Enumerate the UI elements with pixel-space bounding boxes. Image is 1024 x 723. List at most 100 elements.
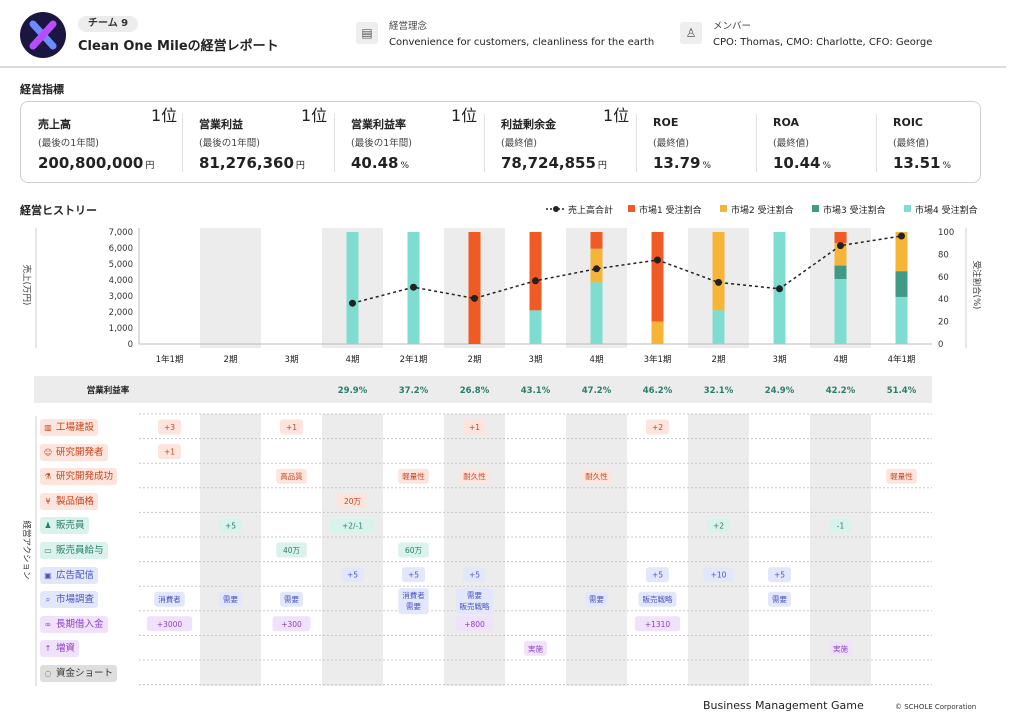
kpi-period: (最後の1年間) bbox=[351, 138, 412, 149]
action-chip bbox=[638, 591, 677, 607]
margin-value: 47.2% bbox=[582, 386, 612, 396]
market-bar-segment bbox=[712, 310, 725, 344]
kpi-unit: 円 bbox=[597, 161, 607, 171]
action-chip bbox=[585, 591, 608, 607]
action-chip-text: +800 bbox=[464, 620, 485, 629]
x-tick-label: 2期 bbox=[468, 355, 482, 365]
legend-market1: 市場1 受注割合 bbox=[639, 206, 702, 216]
magnifier-icon: ⌕ bbox=[45, 595, 51, 605]
kpi-value: 81,276,360 円 bbox=[199, 154, 305, 172]
action-label-text: 広告配信 bbox=[56, 569, 95, 581]
action-chip bbox=[459, 468, 490, 484]
sales-total-point bbox=[471, 294, 478, 302]
action-chip bbox=[280, 591, 303, 607]
action-chip bbox=[276, 542, 307, 558]
action-chip bbox=[398, 588, 429, 615]
margin-value: 26.8% bbox=[460, 386, 490, 396]
action-chip bbox=[707, 517, 730, 533]
margin-value: 51.4% bbox=[887, 386, 917, 396]
margin-value: 43.1% bbox=[521, 386, 551, 396]
margin-label: 営業利益率 bbox=[87, 385, 130, 396]
action-chip bbox=[455, 616, 494, 632]
action-label-text: 研究開発者 bbox=[56, 446, 104, 458]
kpi-period: (最終値) bbox=[893, 138, 929, 149]
history-title: 経営ヒストリー bbox=[20, 204, 97, 217]
y-right-tick: 80 bbox=[938, 250, 949, 260]
market-bar-segment bbox=[834, 265, 847, 280]
history-chart: 0 1,000 2,000 3,000 4,000 5,000 6,000 7,000 0 20 4… bbox=[21, 228, 982, 686]
action-chip-text: 40万 bbox=[283, 546, 301, 555]
market-bar-segment bbox=[895, 232, 908, 272]
kpi-unit: % bbox=[942, 161, 952, 171]
philosophy-label: 経営理念 bbox=[389, 21, 428, 32]
action-chip-text: +5 bbox=[225, 521, 236, 530]
action-chip-text: 需要 bbox=[467, 591, 482, 600]
y-right-tick: 40 bbox=[938, 295, 949, 305]
action-chip bbox=[398, 468, 429, 484]
action-chip-text: +2 bbox=[713, 521, 724, 530]
market-bar-segment bbox=[834, 279, 847, 344]
action-chip-text: +5 bbox=[408, 571, 419, 580]
sales-total-point bbox=[715, 278, 722, 286]
action-chip bbox=[280, 419, 303, 435]
action-chip-text: 消費者 bbox=[158, 594, 181, 604]
kpi-divider bbox=[484, 114, 485, 172]
kpi-unit: % bbox=[400, 161, 410, 171]
market-bar-segment bbox=[651, 232, 664, 322]
action-chip-text: 耐久性 bbox=[463, 471, 486, 481]
action-chip bbox=[402, 567, 425, 583]
philosophy-value: Convenience for customers, cleanliness f… bbox=[389, 37, 655, 48]
column-shade bbox=[566, 414, 627, 686]
action-label-text: 市場調査 bbox=[56, 594, 95, 606]
action-label: ⚗ 研究開発成功 bbox=[40, 468, 118, 486]
action-chip-text: +300 bbox=[281, 620, 302, 629]
action-chip bbox=[703, 567, 734, 583]
kpi-value: 10.44% bbox=[773, 154, 832, 172]
legend-m4-swatch bbox=[904, 205, 911, 212]
action-label-text: 工場建設 bbox=[56, 422, 95, 433]
action-chip-text: 需要 bbox=[223, 595, 238, 604]
action-chip-text: 需要 bbox=[589, 595, 604, 604]
x-tick-label: 4年1期 bbox=[888, 354, 916, 365]
action-chip bbox=[886, 468, 917, 484]
y-left-tick: 2,000 bbox=[109, 308, 133, 318]
action-chip bbox=[646, 567, 669, 583]
action-label: ▣ 広告配信 bbox=[40, 566, 99, 584]
legend-market3: 市場3 受注割合 bbox=[823, 206, 886, 216]
column-shade bbox=[688, 414, 749, 686]
ad-icon: ▣ bbox=[44, 570, 52, 580]
action-chip-text: +10 bbox=[711, 571, 727, 580]
action-chip bbox=[276, 468, 307, 484]
kpi-unit: % bbox=[822, 161, 832, 171]
action-chip-text: 軽量性 bbox=[402, 471, 425, 481]
x-tick-label: 3期 bbox=[285, 355, 299, 365]
x-tick-label: 3期 bbox=[773, 355, 787, 365]
rank-badge: 1位 bbox=[151, 106, 178, 125]
action-chip-text: +1 bbox=[164, 448, 175, 457]
column-shade bbox=[200, 414, 261, 686]
action-chip bbox=[829, 640, 852, 656]
action-label: ↑ 増資 bbox=[40, 640, 80, 658]
action-chip bbox=[329, 517, 376, 533]
y-left-tick: 3,000 bbox=[109, 292, 133, 302]
action-chip-text: +5 bbox=[347, 571, 358, 580]
margin-value: 32.1% bbox=[704, 386, 734, 396]
market-bar-segment bbox=[468, 232, 481, 344]
margin-value: 24.9% bbox=[765, 386, 795, 396]
market-bar-segment bbox=[712, 232, 725, 311]
market-bar-segment bbox=[529, 310, 542, 344]
left-axis-label: 売上(万円) bbox=[21, 265, 32, 306]
rank-badge: 1位 bbox=[603, 106, 630, 125]
action-chip bbox=[154, 591, 185, 607]
kpi-value: 200,800,000 円 bbox=[38, 154, 155, 172]
margin-value: 29.9% bbox=[338, 386, 368, 396]
sales-total-point bbox=[349, 299, 356, 307]
action-chip-text: 実施 bbox=[833, 643, 848, 653]
indicators-title: 経営指標 bbox=[20, 83, 64, 96]
kpi-name: ROIC bbox=[893, 116, 923, 129]
x-tick-label: 3年1期 bbox=[644, 354, 672, 365]
kpi-period: (最後の1年間) bbox=[199, 138, 260, 149]
action-chip-text: 需要 bbox=[772, 595, 787, 604]
actions-axis-label: 経営アクション bbox=[21, 520, 32, 579]
report-header: チーム 9 Clean One Mileの経営レポート ▤ 経営理念 Conve… bbox=[0, 0, 1006, 68]
